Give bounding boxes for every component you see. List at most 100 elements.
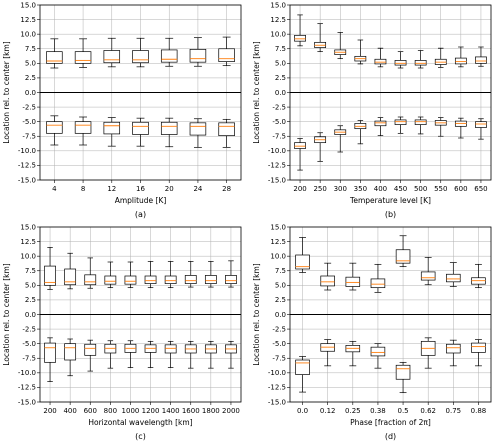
box-iqr bbox=[144, 275, 157, 284]
lower-box-8 bbox=[74, 116, 92, 146]
box-iqr bbox=[345, 276, 361, 287]
box-iqr bbox=[394, 119, 407, 125]
y-axis-label: Location rel. to center [km] bbox=[252, 41, 261, 143]
lower-box-400 bbox=[64, 338, 77, 377]
y-axis-label: Location rel. to center [km] bbox=[2, 263, 11, 365]
chart-panel-4: -15.0 -12.5 -10.0 -7.5 -5.0 -2.5 0.0 2.5 5.0 7.5 1… bbox=[252, 223, 492, 441]
y-tick-label: -2.5 bbox=[22, 103, 36, 111]
y-tick-label: 15.0 bbox=[270, 1, 286, 9]
upper-box-600 bbox=[454, 46, 467, 68]
y-tick-label: 5.0 bbox=[25, 282, 36, 290]
lower-box-500 bbox=[414, 116, 427, 135]
lower-box-650 bbox=[475, 118, 487, 140]
x-tick-label: 20 bbox=[165, 185, 174, 193]
box-iqr bbox=[446, 343, 461, 354]
upper-box-350 bbox=[354, 39, 367, 65]
x-tick-label: 550 bbox=[434, 185, 447, 193]
upper-box-800 bbox=[104, 261, 117, 289]
upper-box-450 bbox=[394, 51, 407, 69]
y-tick-label: -12.5 bbox=[18, 384, 36, 392]
lower-box-450 bbox=[394, 116, 407, 134]
y-tick-label: 7.5 bbox=[25, 267, 36, 275]
y-tick-label: 2.5 bbox=[275, 296, 286, 304]
x-tick-label: 0.5 bbox=[397, 407, 408, 415]
y-tick-label: 5.0 bbox=[275, 282, 286, 290]
box-iqr bbox=[370, 278, 386, 289]
upper-box-8 bbox=[74, 38, 92, 68]
y-tick-label: 7.5 bbox=[275, 45, 286, 53]
lower-box-2000 bbox=[225, 340, 237, 369]
box-iqr bbox=[374, 58, 387, 65]
upper-box-20 bbox=[160, 37, 178, 67]
y-tick-label: -5.0 bbox=[272, 340, 286, 348]
y-tick-label: 12.5 bbox=[20, 16, 36, 24]
box-iqr bbox=[164, 275, 177, 284]
y-tick-label: 5.0 bbox=[275, 60, 286, 68]
y-tick-label: -10.0 bbox=[268, 369, 286, 377]
chart-panel-3: -15.0 -12.5 -10.0 -7.5 -5.0 -2.5 0.0 2.5 5.0 7.5 1… bbox=[2, 223, 242, 441]
x-tick-label: 350 bbox=[354, 185, 367, 193]
x-tick-label: 600 bbox=[454, 185, 467, 193]
box-iqr bbox=[414, 119, 427, 125]
x-tick-label: 0.88 bbox=[471, 407, 487, 415]
x-tick-label: 0.12 bbox=[320, 407, 336, 415]
x-tick-label: 600 bbox=[84, 407, 97, 415]
y-tick-label: -7.5 bbox=[22, 133, 36, 141]
x-tick-label: 0.0 bbox=[297, 407, 308, 415]
upper-box-0.38 bbox=[370, 263, 386, 293]
panel-label: (c) bbox=[135, 432, 146, 441]
box-iqr bbox=[103, 121, 121, 135]
lower-box-1600 bbox=[184, 340, 197, 369]
x-tick-label: 200 bbox=[43, 407, 56, 415]
y-tick-label: -5.0 bbox=[22, 340, 36, 348]
lower-box-1000 bbox=[124, 340, 137, 368]
x-tick-label: 1400 bbox=[162, 407, 180, 415]
y-tick-label: -10.0 bbox=[268, 147, 286, 155]
box-iqr bbox=[454, 57, 467, 65]
lower-box-1200 bbox=[144, 340, 157, 368]
x-tick-label: 2000 bbox=[222, 407, 240, 415]
lower-box-0.12 bbox=[320, 339, 335, 367]
box-iqr bbox=[295, 359, 310, 375]
box-iqr bbox=[414, 60, 427, 66]
box-iqr bbox=[189, 48, 207, 63]
upper-box-16 bbox=[132, 37, 149, 68]
upper-box-28 bbox=[218, 36, 235, 67]
box-iqr bbox=[189, 122, 207, 136]
box-iqr bbox=[184, 275, 197, 284]
y-tick-label: 2.5 bbox=[25, 74, 36, 82]
y-tick-label: 0.0 bbox=[25, 89, 36, 97]
x-tick-label: 4 bbox=[52, 185, 57, 193]
box-iqr bbox=[294, 142, 306, 149]
x-tick-label: 400 bbox=[63, 407, 76, 415]
upper-box-1000 bbox=[124, 261, 137, 289]
box-iqr bbox=[74, 51, 92, 64]
upper-box-0.75 bbox=[446, 262, 461, 287]
y-tick-label: -12.5 bbox=[18, 162, 36, 170]
y-tick-label: -2.5 bbox=[272, 325, 286, 333]
lower-box-200 bbox=[44, 337, 56, 382]
upper-box-400 bbox=[374, 47, 387, 68]
box-iqr bbox=[46, 121, 63, 134]
lower-box-12 bbox=[103, 117, 121, 147]
box-iqr bbox=[46, 51, 63, 64]
lower-box-16 bbox=[132, 117, 149, 147]
box-iqr bbox=[160, 121, 178, 135]
y-tick-label: -2.5 bbox=[22, 325, 36, 333]
x-tick-label: 16 bbox=[136, 185, 145, 193]
upper-box-0.88 bbox=[471, 263, 486, 289]
lower-box-0.75 bbox=[446, 339, 461, 367]
box-iqr bbox=[44, 342, 56, 363]
y-tick-label: -5.0 bbox=[272, 118, 286, 126]
y-tick-label: 12.5 bbox=[270, 16, 286, 24]
box-iqr bbox=[218, 122, 235, 137]
y-tick-label: 15.0 bbox=[20, 223, 36, 231]
x-tick-label: 800 bbox=[104, 407, 117, 415]
x-tick-label: 300 bbox=[334, 185, 347, 193]
lower-box-0.88 bbox=[471, 339, 486, 367]
box-iqr bbox=[103, 50, 121, 64]
panel-label: (a) bbox=[135, 210, 146, 219]
box-iqr bbox=[374, 120, 387, 127]
x-tick-label: 1800 bbox=[202, 407, 220, 415]
box-iqr bbox=[204, 275, 217, 284]
